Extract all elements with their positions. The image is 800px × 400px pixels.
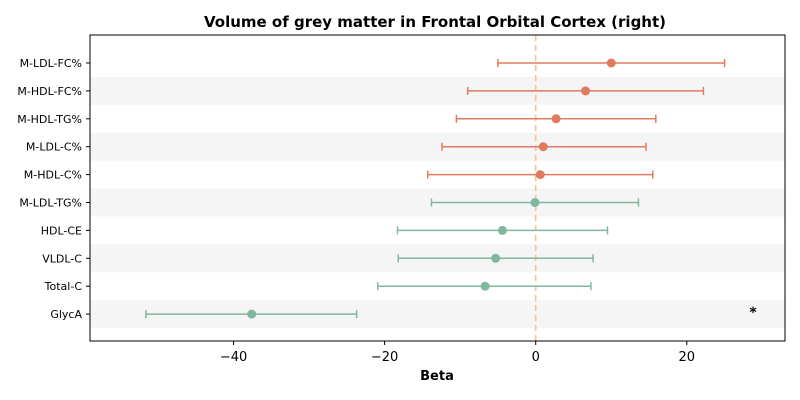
- beta-point: [480, 281, 490, 291]
- forest-row: [396, 225, 609, 235]
- y-tick-label: M-HDL-C%: [24, 169, 82, 182]
- forest-row: [426, 170, 654, 180]
- beta-point: [535, 170, 545, 180]
- chart-title: Volume of grey matter in Frontal Orbital…: [204, 13, 666, 31]
- y-tick-label: M-LDL-C%: [26, 141, 82, 154]
- y-tick-label: M-LDL-TG%: [19, 197, 82, 210]
- forest-row: [497, 58, 726, 68]
- x-tick-label: 20: [679, 350, 696, 365]
- forest-marks: *: [145, 58, 757, 321]
- x-tick-label: −40: [220, 350, 247, 365]
- row-band: [90, 132, 785, 161]
- forest-row: [377, 281, 592, 291]
- forest-row: [397, 253, 594, 263]
- y-tick-label: HDL-CE: [41, 224, 82, 237]
- beta-point: [538, 142, 548, 152]
- plot-frame: [89, 34, 786, 342]
- y-tick-label: M-HDL-FC%: [17, 85, 82, 98]
- x-tick-label: 0: [532, 350, 540, 365]
- x-axis-ticks: −40 −20 0 20: [220, 341, 695, 365]
- x-axis-label: Beta: [420, 369, 454, 384]
- y-tick-label: VLDL-C: [42, 252, 82, 265]
- forest-row: [455, 114, 657, 124]
- beta-point: [606, 58, 616, 68]
- y-tick-label: Total-C: [44, 280, 83, 293]
- forest-row: [441, 142, 647, 152]
- beta-point: [551, 114, 561, 124]
- beta-point: [581, 86, 591, 96]
- y-tick-label: M-LDL-FC%: [20, 57, 82, 70]
- beta-point: [530, 198, 540, 207]
- x-tick-label: −20: [371, 350, 398, 365]
- forest-row: [430, 198, 640, 207]
- y-axis-ticks: M-LDL-FC% M-HDL-FC% M-HDL-TG% M-LDL-C% M-HDL…: [17, 57, 90, 321]
- forest-row: [466, 86, 705, 96]
- beta-point: [247, 309, 257, 319]
- beta-point: [491, 253, 501, 263]
- forest-row: [145, 309, 358, 319]
- y-tick-label: M-HDL-TG%: [17, 113, 82, 126]
- y-tick-label: GlycA: [50, 308, 82, 321]
- significance-marker: *: [749, 305, 757, 321]
- beta-point: [497, 225, 507, 235]
